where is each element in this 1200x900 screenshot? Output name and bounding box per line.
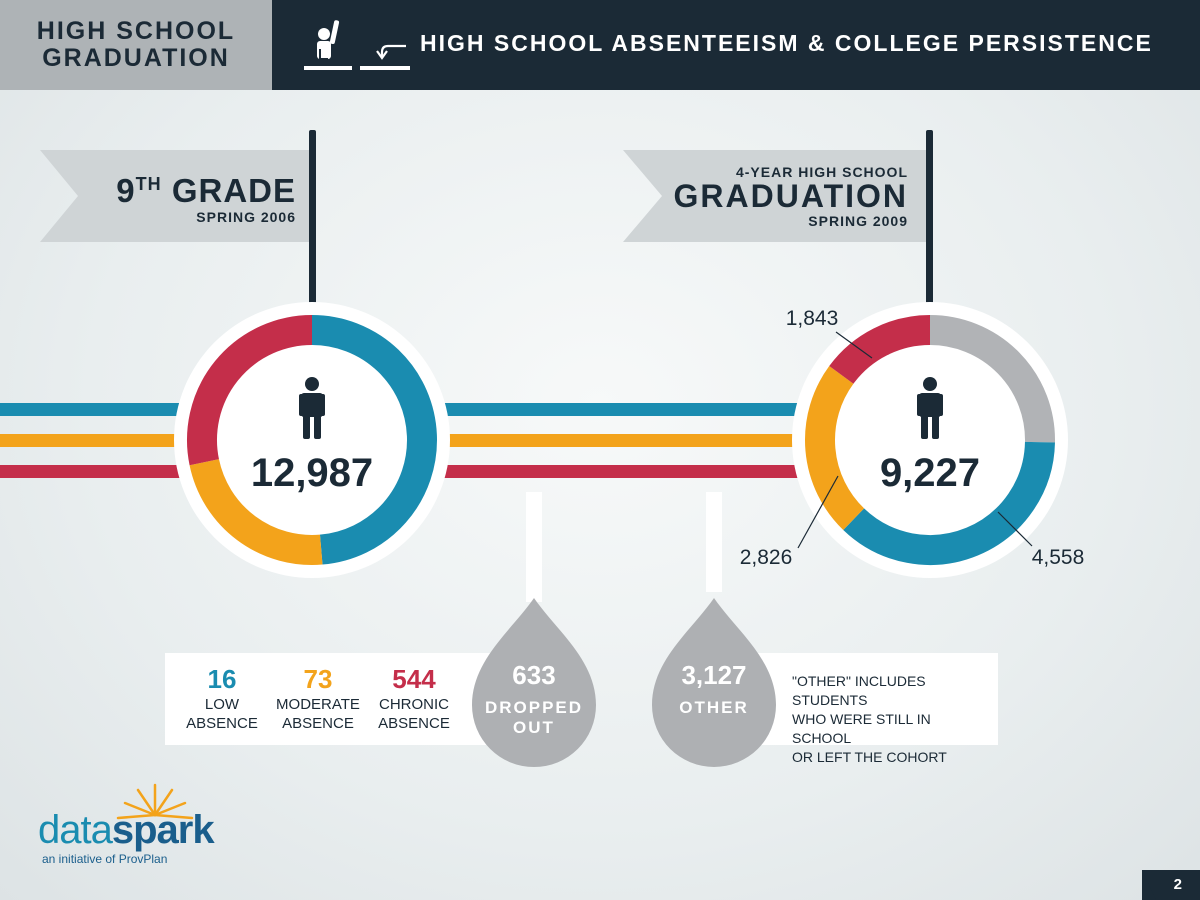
- stripe-mod-left: [0, 434, 205, 447]
- callout-line-moderate: [797, 475, 839, 549]
- start-term: SPRING 2006: [196, 209, 296, 225]
- callout-line-chronic: [835, 331, 873, 359]
- section-title: HIGH SCHOOL GRADUATION: [36, 17, 236, 72]
- dropped-breakdown-box: [165, 653, 495, 745]
- banner-end-text: 4-YEAR HIGH SCHOOL GRADUATION SPRING 200…: [650, 164, 908, 229]
- stat-low: 16 LOW ABSENCE: [178, 664, 266, 733]
- other-value: 3,127: [681, 660, 746, 690]
- drop-other: [652, 598, 776, 767]
- student-raising-hand-icon: [304, 20, 352, 70]
- other-note: "OTHER" INCLUDES STUDENTS WHO WERE STILL…: [792, 673, 947, 765]
- logo-tagline: an initiative of ProvPlan: [42, 852, 168, 866]
- grade-word: GRADE: [171, 172, 296, 209]
- banner-start-text: 9TH GRADE SPRING 2006: [60, 166, 296, 226]
- end-pre: 4-YEAR HIGH SCHOOL: [735, 164, 908, 180]
- callout-moderate: 2,826: [740, 546, 793, 569]
- stat-chronic: 544 CHRONIC ABSENCE: [370, 664, 458, 733]
- datapark-logo: dataspark an initiative of ProvPlan: [38, 808, 215, 866]
- stripe-chr-mid: [440, 465, 818, 478]
- stat-moderate: 73 MODERATE ABSENCE: [274, 664, 362, 733]
- stripe-low-left: [0, 403, 205, 416]
- page-number-badge: 2: [1142, 870, 1200, 900]
- stat-moderate-value: 73: [303, 664, 333, 694]
- donut-slice-chronic: [187, 315, 313, 466]
- stat-chronic-value: 544: [392, 664, 436, 694]
- pole-end: [926, 130, 933, 330]
- callout-low: 4,558: [1032, 546, 1085, 569]
- donut-slice-low: [843, 441, 1055, 565]
- stat-chronic-label: CHRONIC ABSENCE: [378, 696, 450, 732]
- drop-dropped: [472, 598, 596, 768]
- person-icon: [299, 377, 325, 439]
- section-header: HIGH SCHOOL GRADUATION: [0, 0, 272, 90]
- pole-start: [309, 130, 316, 330]
- dropped-value: 633: [512, 660, 555, 690]
- donut-slice-moderate: [189, 458, 323, 565]
- connector-other: [706, 492, 722, 592]
- page-number: 2: [1173, 876, 1182, 893]
- page-title: HIGH SCHOOL ABSENTEEISM & COLLEGE PERSIS…: [420, 30, 1153, 56]
- logo-brand-1: data: [38, 808, 113, 852]
- connector-dropped: [526, 492, 542, 602]
- return-arrow-icon: [360, 44, 410, 70]
- stripe-mod-mid: [440, 434, 818, 447]
- donut-start-total: 12,987: [251, 451, 373, 495]
- stat-low-label: LOW ABSENCE: [186, 696, 258, 732]
- stripe-low-mid: [440, 403, 818, 416]
- donut-start: [187, 315, 437, 565]
- dropped-breakdown: 16 LOW ABSENCE 73 MODERATE ABSENCE 544 C…: [178, 664, 458, 733]
- grade-number: 9: [116, 172, 136, 209]
- donut-slice-moderate: [805, 366, 865, 530]
- callout-line-low: [997, 511, 1033, 547]
- logo-brand-2: spark: [111, 808, 215, 852]
- stripe-chr-left: [0, 465, 205, 478]
- donut-end-total: 9,227: [880, 451, 980, 495]
- donut-end: [805, 315, 1055, 565]
- flow-graphic: 12,987 9,227 1,843 2,826 4,558 633 DROPP…: [0, 130, 1085, 820]
- callout-chronic: 1,843: [786, 307, 839, 330]
- donut-slice-other: [929, 315, 1055, 443]
- stat-moderate-label: MODERATE ABSENCE: [276, 696, 360, 732]
- spark-icon: [116, 783, 194, 820]
- donut-slice-chronic: [829, 315, 931, 385]
- person-icon: [917, 377, 943, 439]
- end-term: SPRING 2009: [808, 213, 908, 229]
- dropped-label-1: DROPPED: [485, 698, 583, 717]
- dropped-label-2: OUT: [513, 718, 555, 737]
- donut-slice-low: [311, 315, 437, 565]
- end-title: GRADUATION: [673, 178, 908, 214]
- title-bar: HIGH SCHOOL ABSENTEEISM & COLLEGE PERSIS…: [272, 0, 1200, 90]
- stat-low-value: 16: [207, 664, 237, 694]
- banner-end: [623, 150, 930, 242]
- other-label: OTHER: [679, 698, 749, 717]
- grade-suffix: TH: [135, 174, 162, 194]
- banner-start: [40, 150, 312, 242]
